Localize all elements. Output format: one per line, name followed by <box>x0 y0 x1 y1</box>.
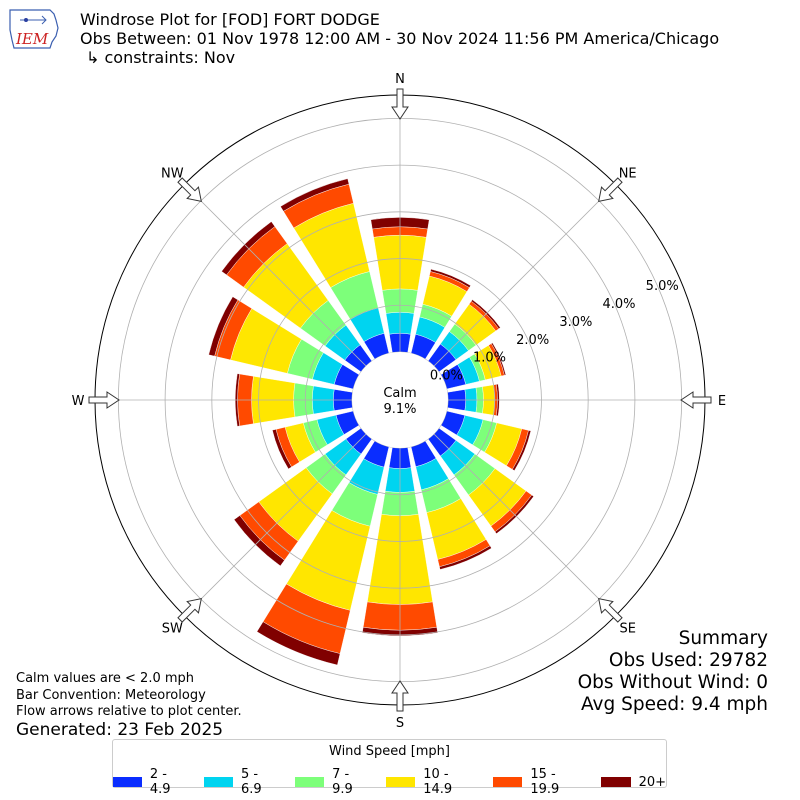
direction-label-ne: NE <box>619 166 637 181</box>
legend-label-4: 10 - 14.9 <box>423 767 453 797</box>
radial-tick-label-5: 5.0% <box>646 279 679 294</box>
bar-se-bin-6 <box>494 494 534 534</box>
summary-block: Summary Obs Used: 29782 Obs Without Wind… <box>578 628 768 716</box>
direction-label-sw: SW <box>162 622 183 637</box>
bar-ssw-bin-6 <box>256 621 341 666</box>
direction-label-s: S <box>396 716 404 731</box>
legend-label-2: 5 - 6.9 <box>240 767 262 797</box>
flow-arrow-w <box>88 391 120 409</box>
radial-tick-label-0: 0.0% <box>430 369 463 384</box>
windrose-chart: Calm 9.1% 0.0% 1.0% 2.0% 3.0% 4.0% 5.0% N NE E SE… <box>72 72 727 731</box>
flow-arrows-note: Flow arrows relative to plot center. <box>16 704 242 719</box>
legend-item-5: 15 - 19.9 <box>493 767 586 797</box>
flow-arrow-e <box>680 391 712 409</box>
legend-title: Wind Speed [mph] <box>329 744 450 759</box>
bar-wsw-bin-6 <box>272 429 292 470</box>
radial-tick-label-4: 4.0% <box>603 297 636 312</box>
legend-swatch-6 <box>600 777 631 787</box>
bars-layer <box>208 178 534 666</box>
bar-wnw-bin-6 <box>208 296 239 357</box>
avg-speed: Avg Speed: 9.4 mph <box>580 694 768 715</box>
legend-label-1: 2 - 4.9 <box>149 767 171 797</box>
flow-arrow-s <box>391 680 409 712</box>
legend-swatch-4 <box>386 777 416 787</box>
iem-logo: IEM <box>6 6 66 50</box>
obs-without-wind: Obs Without Wind: 0 <box>577 672 768 693</box>
legend: Wind Speed [mph] 2 - 4.9 5 - 6.9 7 - 9.9 10… <box>112 739 667 797</box>
legend-swatch-2 <box>204 777 233 787</box>
generated-date: Generated: 23 Feb 2025 <box>16 719 224 740</box>
direction-label-w: W <box>72 394 85 409</box>
obs-range: Obs Between: 01 Nov 1978 12:00 AM - 30 N… <box>80 29 720 48</box>
calm-layer: Calm 9.1% <box>352 352 448 448</box>
calm-circle <box>352 352 448 448</box>
flow-arrow-sw <box>177 598 202 623</box>
bar-ne-bin-6 <box>470 299 501 330</box>
direction-label-se: SE <box>619 622 635 637</box>
legend-label-6: 20+ <box>638 774 666 790</box>
flow-arrow-nw <box>177 177 202 202</box>
flow-arrow-n <box>391 88 409 120</box>
chart-title: Windrose Plot for [FOD] FORT DODGE <box>80 10 380 29</box>
title-block: Windrose Plot for [FOD] FORT DODGE Obs B… <box>80 10 719 67</box>
legend-item-4: 10 - 14.9 <box>386 767 479 797</box>
direction-label-e: E <box>718 394 726 409</box>
spoke-sw <box>184 433 367 616</box>
legend-item-2: 5 - 6.9 <box>204 767 281 797</box>
legend-label-5: 15 - 19.9 <box>530 767 560 797</box>
constraints: ↳ constraints: Nov <box>86 48 236 67</box>
flow-arrow-se <box>598 598 623 623</box>
legend-item-3: 7 - 9.9 <box>295 767 372 797</box>
arrows-layer <box>88 88 712 712</box>
direction-label-nw: NW <box>161 166 184 181</box>
summary-heading: Summary <box>678 628 768 649</box>
logo-text: IEM <box>15 30 49 48</box>
bar-sse-bin-6 <box>439 545 492 570</box>
radial-tick-label-2: 2.0% <box>516 333 549 348</box>
legend-item-1: 2 - 4.9 <box>113 767 190 797</box>
bar-nnw-bin-6 <box>280 178 350 212</box>
spoke-nw <box>184 184 367 367</box>
bar-convention: Bar Convention: Meteorology <box>16 687 206 703</box>
bar-nne-bin-6 <box>430 268 471 288</box>
legend-items: 2 - 4.9 5 - 6.9 7 - 9.9 10 - 14.9 15 - 19.9 2… <box>113 767 666 797</box>
calm-note: Calm values are < 2.0 mph <box>16 671 195 686</box>
spoke-se <box>433 433 616 616</box>
bar-ese-bin-6 <box>512 430 532 471</box>
radial-tick-label-3: 3.0% <box>559 315 592 330</box>
calm-value: 9.1% <box>383 402 416 417</box>
radial-tick-label-1: 1.0% <box>473 351 506 366</box>
legend-item-6: 20+ <box>600 767 666 797</box>
legend-label-3: 7 - 9.9 <box>332 767 353 797</box>
obs-used: Obs Used: 29782 <box>608 650 768 671</box>
legend-swatch-5 <box>493 777 523 787</box>
notes-block: Calm values are < 2.0 mph Bar Convention… <box>16 671 242 738</box>
bar-ene-bin-6 <box>491 342 507 376</box>
legend-swatch-1 <box>113 777 142 787</box>
legend-swatch-3 <box>295 777 325 787</box>
flow-arrow-ne <box>598 177 623 202</box>
calm-label: Calm <box>383 386 416 401</box>
labels-layer: 0.0% 1.0% 2.0% 3.0% 4.0% 5.0% N NE E SE S SW W NW <box>72 72 727 731</box>
spoke-ne <box>433 184 616 367</box>
direction-label-n: N <box>395 72 405 87</box>
